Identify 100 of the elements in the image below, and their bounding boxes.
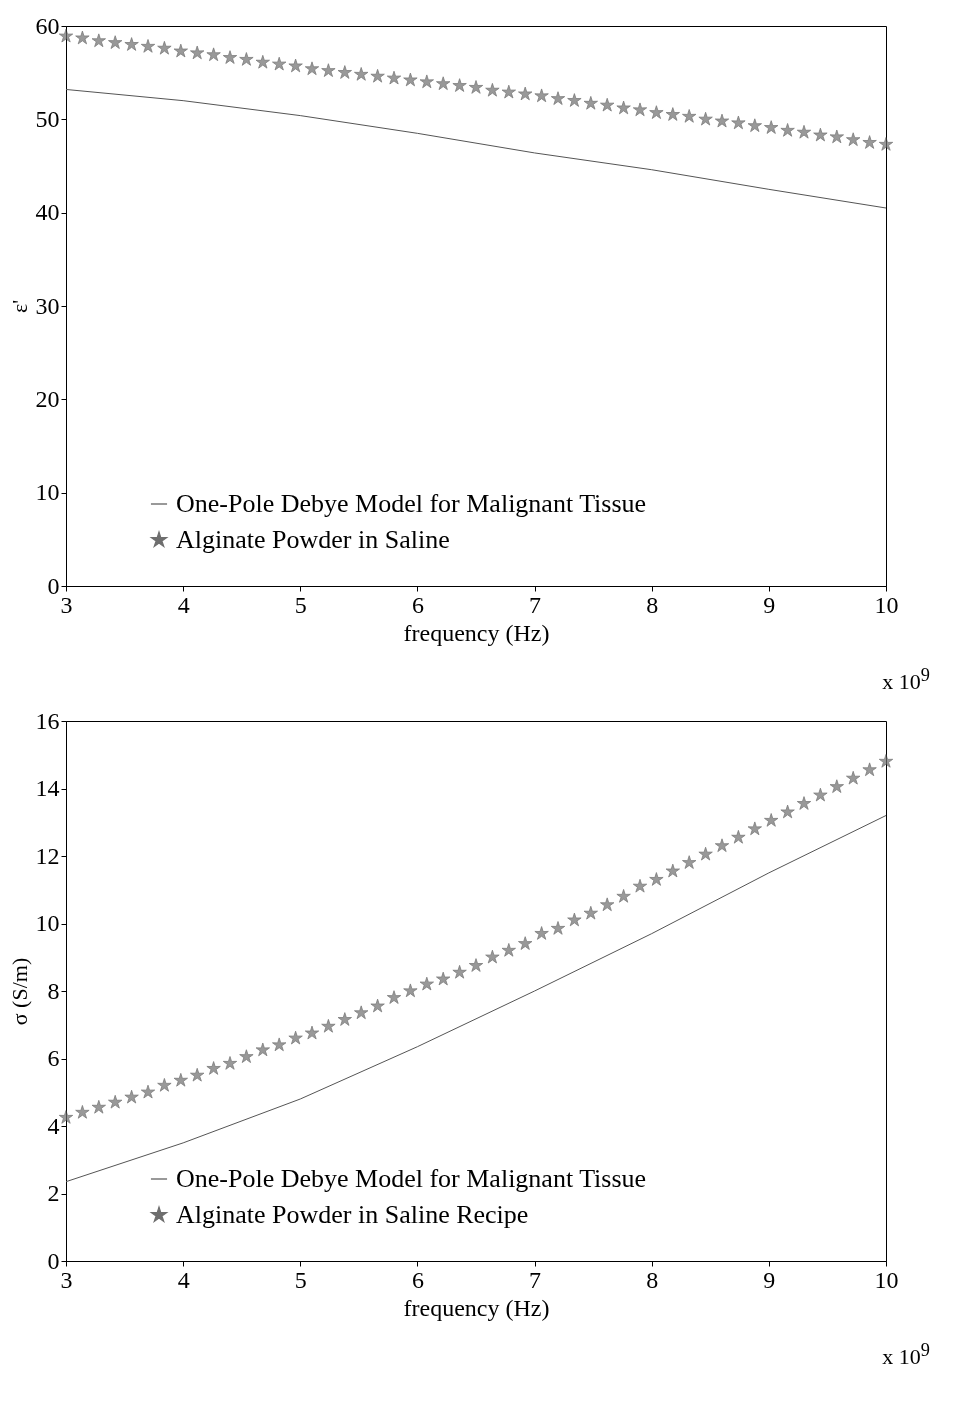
point bbox=[304, 61, 320, 76]
point bbox=[780, 123, 795, 137]
legend-label: Alginate Powder in Saline bbox=[176, 525, 450, 554]
point bbox=[567, 93, 582, 107]
y-tick-label: 10 bbox=[35, 910, 60, 936]
point bbox=[878, 137, 894, 151]
point bbox=[485, 82, 500, 97]
point bbox=[600, 97, 615, 112]
x-tick-label: 4 bbox=[177, 1266, 190, 1293]
x-tick-label: 5 bbox=[294, 1266, 307, 1293]
point bbox=[583, 905, 598, 920]
point bbox=[780, 804, 795, 819]
point bbox=[862, 135, 877, 149]
point bbox=[239, 52, 254, 66]
point bbox=[862, 762, 877, 777]
x-tick-label: 10 bbox=[874, 591, 899, 618]
point bbox=[288, 58, 303, 73]
text: x 10$^{9}$ bbox=[882, 1339, 930, 1370]
y-tick-label: 0 bbox=[47, 572, 60, 599]
x-tick-label: 10 bbox=[874, 1266, 899, 1293]
point bbox=[91, 1099, 106, 1114]
y-axis-title: σ (S/m) bbox=[6, 957, 32, 1026]
y-tick-label: 8 bbox=[47, 977, 60, 1004]
point bbox=[698, 846, 713, 861]
point bbox=[190, 1067, 205, 1082]
x-tick-label: 3 bbox=[60, 591, 73, 618]
point bbox=[632, 102, 648, 117]
x-tick-label: 3 bbox=[60, 1266, 73, 1293]
point bbox=[485, 949, 500, 964]
x-tick-label: 7 bbox=[529, 1266, 542, 1293]
point bbox=[452, 964, 467, 979]
point bbox=[813, 127, 828, 142]
point bbox=[272, 1037, 287, 1052]
point bbox=[255, 54, 270, 69]
y-tick-label: 10 bbox=[35, 479, 60, 506]
point bbox=[157, 40, 172, 55]
point bbox=[764, 120, 779, 134]
x-tick-label: 6 bbox=[411, 591, 424, 618]
x-tick-label: 4 bbox=[177, 591, 190, 618]
point bbox=[829, 129, 844, 144]
y-tick-label: 2 bbox=[47, 1180, 60, 1206]
point bbox=[518, 86, 533, 101]
y-tick-label: 12 bbox=[35, 842, 60, 869]
point bbox=[813, 787, 828, 802]
point bbox=[222, 50, 238, 64]
point bbox=[583, 96, 598, 110]
y-tick-label: 6 bbox=[47, 1045, 60, 1071]
point bbox=[354, 67, 369, 81]
point bbox=[747, 821, 762, 836]
point bbox=[124, 1089, 139, 1104]
point bbox=[682, 109, 697, 123]
point bbox=[649, 105, 664, 119]
x-axis-title: frequency (Hz) bbox=[403, 1294, 550, 1321]
legend-label: Alginate Powder in Saline Recipe bbox=[176, 1200, 529, 1229]
point bbox=[288, 1030, 303, 1045]
point bbox=[665, 107, 680, 121]
point bbox=[616, 889, 631, 903]
point bbox=[140, 1084, 156, 1099]
point bbox=[846, 132, 861, 146]
point bbox=[239, 1049, 254, 1063]
y-tick-label: 50 bbox=[35, 105, 60, 132]
x-tick-label: 8 bbox=[646, 1266, 659, 1293]
point bbox=[403, 72, 418, 87]
y-axis-title: ε' bbox=[6, 299, 32, 314]
point bbox=[157, 1078, 172, 1092]
y-tick-label: 16 bbox=[35, 707, 60, 734]
line-series bbox=[65, 88, 887, 209]
point bbox=[173, 43, 188, 58]
point bbox=[140, 39, 156, 53]
point bbox=[846, 770, 861, 785]
point bbox=[108, 1094, 123, 1109]
point bbox=[731, 115, 746, 130]
x-tick-label: 5 bbox=[294, 591, 307, 618]
point bbox=[337, 1012, 352, 1026]
point bbox=[370, 998, 385, 1013]
point bbox=[206, 47, 221, 62]
y-tick-label: 60 bbox=[35, 12, 60, 39]
point bbox=[534, 88, 549, 103]
point bbox=[878, 754, 894, 768]
x-tick-label: 6 bbox=[411, 1266, 424, 1293]
point bbox=[222, 1056, 238, 1070]
point bbox=[747, 118, 762, 132]
point bbox=[386, 70, 402, 85]
point bbox=[75, 1105, 90, 1119]
y-tick-label: 4 bbox=[47, 1112, 60, 1139]
point bbox=[616, 100, 631, 115]
point bbox=[665, 863, 680, 878]
point bbox=[731, 829, 746, 844]
point bbox=[321, 63, 336, 77]
point bbox=[403, 983, 418, 998]
point bbox=[354, 1005, 369, 1020]
point bbox=[419, 976, 434, 991]
point bbox=[124, 37, 139, 51]
x-tick-label: 7 bbox=[529, 591, 542, 618]
point bbox=[600, 897, 615, 912]
point bbox=[173, 1072, 188, 1087]
point bbox=[468, 80, 484, 94]
point bbox=[321, 1018, 336, 1033]
point bbox=[206, 1061, 221, 1075]
point bbox=[764, 813, 779, 827]
